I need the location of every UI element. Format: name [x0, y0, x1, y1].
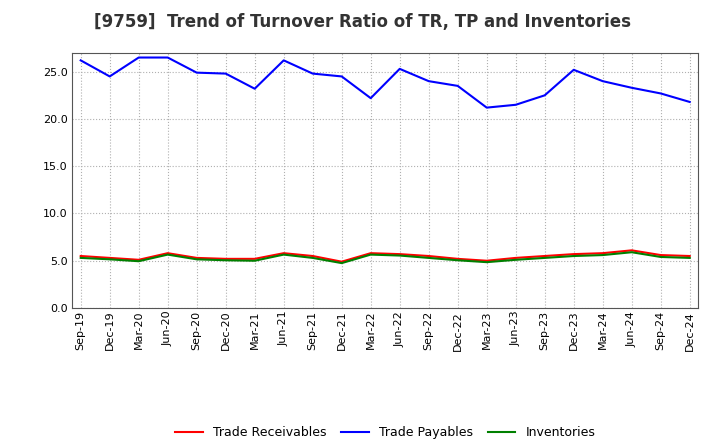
Inventories	[511, 257, 520, 262]
Trade Payables	[570, 67, 578, 73]
Inventories	[221, 258, 230, 263]
Inventories	[570, 253, 578, 259]
Inventories	[366, 252, 375, 257]
Trade Payables	[308, 71, 317, 76]
Inventories	[482, 260, 491, 265]
Inventories	[76, 255, 85, 260]
Trade Payables	[541, 93, 549, 98]
Trade Receivables	[454, 256, 462, 261]
Trade Receivables	[135, 257, 143, 262]
Line: Inventories: Inventories	[81, 252, 690, 263]
Trade Receivables	[482, 258, 491, 264]
Trade Receivables	[251, 256, 259, 261]
Trade Payables	[482, 105, 491, 110]
Trade Payables	[192, 70, 201, 75]
Trade Payables	[135, 55, 143, 60]
Trade Receivables	[627, 248, 636, 253]
Trade Payables	[251, 86, 259, 92]
Trade Payables	[279, 58, 288, 63]
Trade Receivables	[395, 252, 404, 257]
Trade Payables	[76, 58, 85, 63]
Trade Receivables	[105, 255, 114, 260]
Line: Trade Payables: Trade Payables	[81, 58, 690, 108]
Inventories	[627, 249, 636, 255]
Inventories	[105, 257, 114, 262]
Inventories	[192, 257, 201, 262]
Inventories	[424, 255, 433, 260]
Trade Receivables	[279, 250, 288, 256]
Trade Payables	[454, 83, 462, 88]
Trade Payables	[627, 85, 636, 90]
Inventories	[395, 253, 404, 258]
Trade Payables	[685, 99, 694, 105]
Inventories	[163, 252, 172, 257]
Trade Payables	[657, 91, 665, 96]
Trade Payables	[511, 102, 520, 107]
Inventories	[308, 255, 317, 260]
Trade Receivables	[308, 253, 317, 259]
Inventories	[598, 253, 607, 258]
Inventories	[454, 258, 462, 263]
Inventories	[657, 254, 665, 260]
Trade Receivables	[163, 250, 172, 256]
Inventories	[541, 255, 549, 260]
Trade Receivables	[511, 255, 520, 260]
Line: Trade Receivables: Trade Receivables	[81, 250, 690, 262]
Trade Payables	[395, 66, 404, 72]
Text: [9759]  Trend of Turnover Ratio of TR, TP and Inventories: [9759] Trend of Turnover Ratio of TR, TP…	[94, 13, 631, 31]
Trade Receivables	[76, 253, 85, 259]
Inventories	[279, 252, 288, 257]
Trade Receivables	[192, 255, 201, 260]
Trade Receivables	[685, 253, 694, 259]
Trade Receivables	[657, 253, 665, 258]
Trade Payables	[424, 78, 433, 84]
Trade Receivables	[570, 252, 578, 257]
Inventories	[135, 259, 143, 264]
Trade Receivables	[366, 250, 375, 256]
Trade Receivables	[338, 259, 346, 264]
Inventories	[685, 255, 694, 260]
Trade Payables	[366, 95, 375, 101]
Trade Payables	[338, 74, 346, 79]
Trade Payables	[163, 55, 172, 60]
Trade Payables	[598, 78, 607, 84]
Trade Receivables	[541, 253, 549, 259]
Inventories	[251, 258, 259, 264]
Trade Payables	[105, 74, 114, 79]
Trade Payables	[221, 71, 230, 76]
Trade Receivables	[598, 250, 607, 256]
Trade Receivables	[221, 256, 230, 261]
Inventories	[338, 260, 346, 266]
Legend: Trade Receivables, Trade Payables, Inventories: Trade Receivables, Trade Payables, Inven…	[170, 422, 600, 440]
Trade Receivables	[424, 253, 433, 259]
